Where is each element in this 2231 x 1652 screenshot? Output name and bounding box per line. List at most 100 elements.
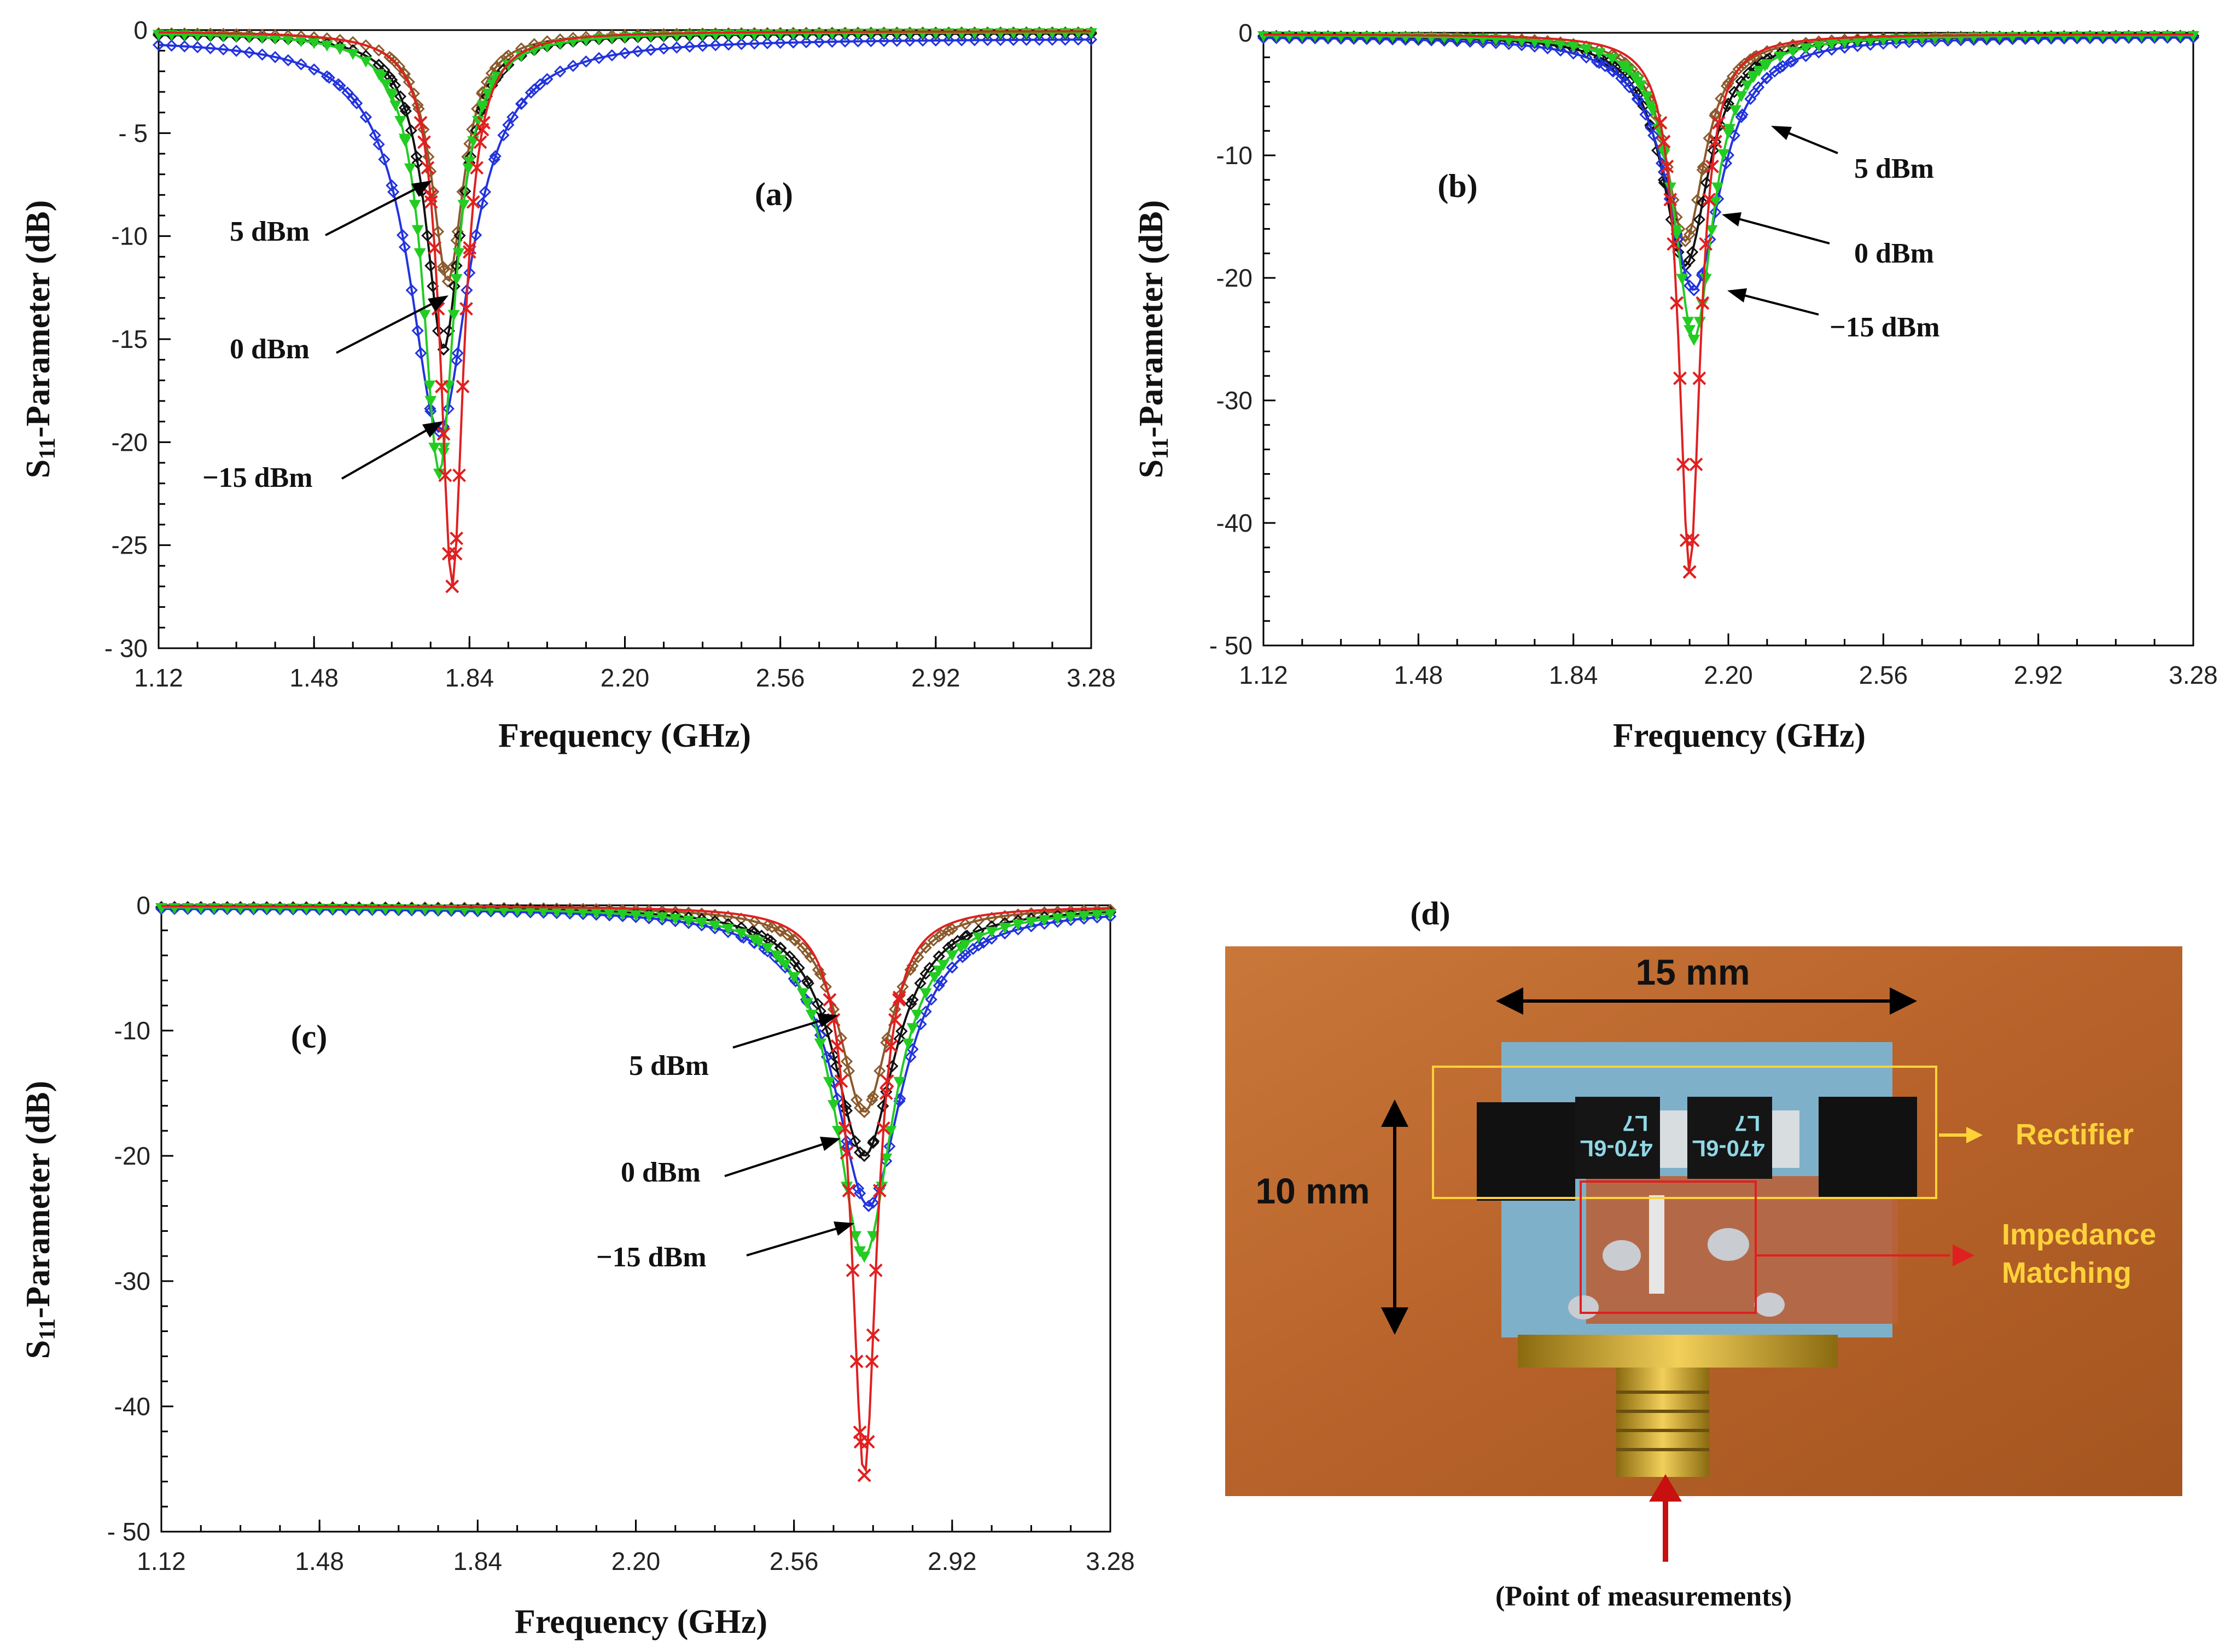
series-marker [347,49,359,60]
series-marker [442,403,455,415]
series-marker [389,100,402,112]
diode-chip-left [1575,1097,1660,1179]
rectifier-label: Rectifier [2016,1118,2134,1151]
series-marker [282,34,294,46]
series-marker [413,248,426,259]
plot-frame [160,904,1111,1533]
series-marker [917,34,929,47]
series-marker [541,73,554,85]
series-marker [386,179,398,192]
series-marker [1085,33,1098,46]
x-tick-label: 1.12 [134,664,183,692]
series-marker [946,923,958,935]
series-marker [1591,55,1604,68]
series-marker [489,150,502,162]
series-marker [838,35,852,48]
series-marker [867,1090,879,1103]
series-marker [435,380,448,393]
series-marker [1077,911,1090,922]
height-label: 10 mm [1255,1171,1370,1211]
diode-lead [1660,1110,1687,1168]
series-marker [1679,533,1693,548]
series-marker [643,911,655,922]
series-marker [417,135,431,149]
series-marker [935,975,948,987]
series-marker [919,988,932,999]
series-marker [683,40,696,53]
series-marker [1838,41,1851,54]
series-marker [308,63,321,76]
series-marker [820,1025,834,1038]
series-marker [1639,108,1652,121]
series-marker [656,912,668,924]
series-marker [1728,86,1740,98]
series-marker [1688,335,1700,346]
x-tick-label: 2.56 [770,1547,819,1575]
y-tick-label: -10 [112,222,148,251]
series-marker [880,1074,894,1088]
x-tick-label: 2.20 [601,664,650,692]
series-marker [424,195,438,209]
series-marker [448,546,463,561]
series-marker [1699,274,1712,285]
series-marker [550,906,563,918]
series-marker [1851,39,1864,53]
x-tick-label: 2.92 [2014,661,2063,689]
rectifier-highlight-box [1432,1066,1937,1199]
series-marker [1644,119,1657,131]
series-line-1 [158,32,1091,350]
y-axis-title-suffix: -Parameter (dB) [1133,200,1170,438]
series-marker [831,1126,844,1137]
series-marker [848,1135,861,1148]
series-marker [893,1077,906,1088]
series-marker [450,274,463,286]
series-marker [1838,37,1851,49]
series-marker [476,197,489,210]
solder-joint [1603,1240,1641,1271]
series-marker [421,229,434,242]
y-axis-title: S11-Parameter (dB) [1133,200,1173,479]
series-line-3 [161,906,1111,1257]
series-marker [1825,39,1838,50]
series-marker [1784,55,1797,68]
series-marker [515,97,528,109]
series-marker [946,961,958,974]
series-marker [896,980,909,993]
series-marker [1580,51,1593,64]
series-marker [708,909,721,921]
series-marker [1038,917,1051,930]
series-marker [813,36,825,48]
series-marker [1877,37,1890,50]
series-marker [890,34,903,47]
annotation-m15dbm: −15 dBm [202,462,313,493]
series-marker [774,37,787,49]
series-marker [872,1184,887,1197]
series-marker [748,37,761,50]
series-marker [1676,274,1688,285]
series-marker [796,941,809,954]
diode-chip-right [1687,1097,1772,1179]
series-marker [605,49,618,62]
y-axis-title-sub: 11 [1148,438,1173,459]
series-marker [463,241,477,255]
series-marker [1541,38,1554,49]
series-marker [1373,33,1386,45]
series-marker [1752,81,1765,94]
series-marker [787,36,800,49]
series-marker [1647,129,1660,142]
annotation-arrow-5dbm [732,1016,832,1049]
x-tick-label: 2.56 [756,664,805,692]
y-axis-title: S11-Parameter (dB) [20,1081,60,1359]
series-marker [722,38,735,51]
series-line-3 [1263,34,2193,340]
chart-panel-b: 1.12 1.48 1.84 2.20 2.56 2.92 3.28 0 -10 -20 -30 -… [1133,19,2218,754]
series-marker [423,380,436,392]
series-marker [1699,237,1713,251]
series-marker [933,979,945,992]
series-marker [925,993,937,1006]
series-marker [1691,194,1704,206]
y-tick-label: 0 [133,16,148,44]
series-marker [1528,37,1541,48]
series-marker [359,110,372,124]
